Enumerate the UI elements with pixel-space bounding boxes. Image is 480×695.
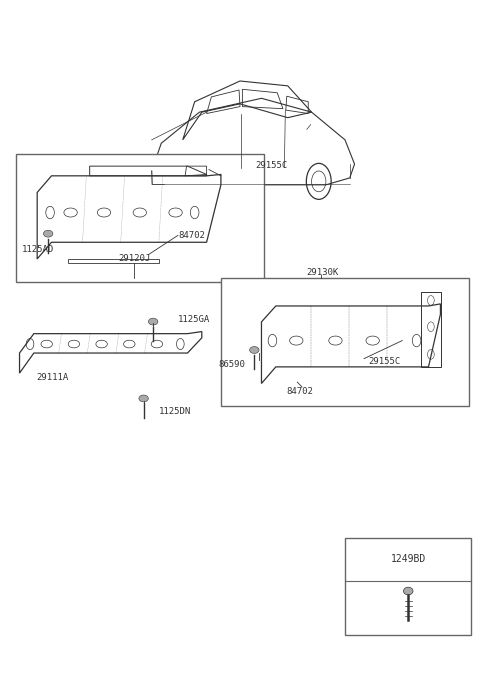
Ellipse shape xyxy=(139,395,148,402)
Text: 29130K: 29130K xyxy=(306,268,338,277)
Text: 86590: 86590 xyxy=(218,360,245,369)
Text: 29155C: 29155C xyxy=(368,357,400,366)
Text: 1125AD: 1125AD xyxy=(22,245,54,254)
Bar xyxy=(221,278,469,407)
Bar xyxy=(16,154,264,281)
Text: 84702: 84702 xyxy=(286,386,313,395)
Text: 29155C: 29155C xyxy=(255,161,287,170)
Text: 1125DN: 1125DN xyxy=(159,407,191,416)
Ellipse shape xyxy=(148,318,158,325)
Text: 1125GA: 1125GA xyxy=(178,316,210,325)
Bar xyxy=(345,538,471,635)
Ellipse shape xyxy=(404,587,413,595)
Ellipse shape xyxy=(43,230,53,237)
Text: 1249BD: 1249BD xyxy=(391,554,426,564)
Text: 29120J: 29120J xyxy=(118,254,150,263)
Ellipse shape xyxy=(250,347,259,354)
Text: 29111A: 29111A xyxy=(37,373,69,382)
Text: 84702: 84702 xyxy=(179,231,206,240)
